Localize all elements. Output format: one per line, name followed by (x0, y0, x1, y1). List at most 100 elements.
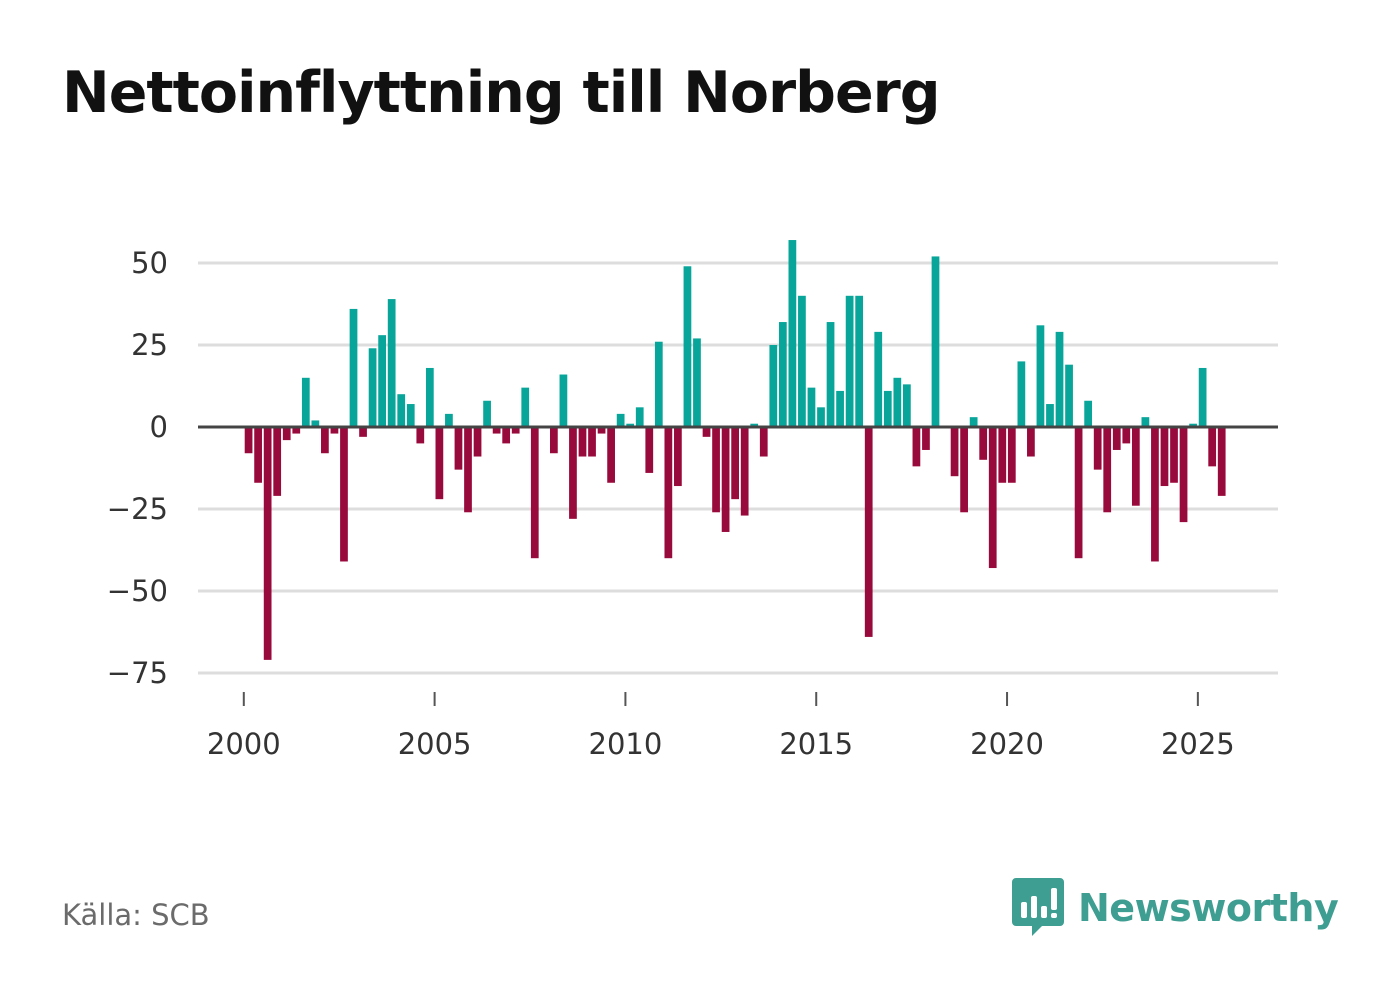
bar (359, 427, 367, 437)
bar (588, 427, 596, 457)
brand-name: Newsworthy (1078, 886, 1339, 930)
bar (664, 427, 673, 559)
bar (521, 387, 530, 427)
bar (1093, 427, 1102, 470)
y-tick-label: −75 (107, 656, 168, 690)
bar (845, 295, 854, 427)
bar (1065, 364, 1073, 427)
bar (635, 407, 644, 427)
bar (1160, 427, 1169, 487)
bar (425, 367, 434, 427)
bar (511, 427, 520, 434)
bar (721, 427, 730, 532)
bar (864, 427, 873, 637)
bar (988, 427, 997, 569)
y-tick-label: −50 (107, 574, 168, 608)
bar (492, 427, 501, 434)
bar (778, 322, 787, 427)
x-tick-label: 2000 (207, 727, 281, 761)
bar (406, 404, 415, 427)
bar (950, 427, 959, 477)
bar (416, 427, 425, 444)
bar (1179, 427, 1188, 523)
bar (645, 427, 654, 473)
bar (321, 427, 329, 454)
bar (922, 427, 930, 450)
source-label: Källa: SCB (62, 898, 210, 932)
bar (683, 266, 692, 427)
bar (263, 427, 272, 660)
bar (912, 427, 921, 467)
bar (731, 427, 740, 500)
bar (693, 338, 701, 427)
bar (1189, 423, 1197, 427)
bar (1151, 427, 1159, 562)
bar (1074, 427, 1083, 559)
bar (301, 377, 310, 427)
bar (1198, 367, 1207, 427)
y-tick-label: 25 (131, 328, 168, 362)
bar (788, 240, 797, 427)
bar (1141, 417, 1150, 427)
bar (626, 423, 635, 427)
bar (1084, 400, 1093, 427)
bar (874, 331, 883, 427)
bar (1208, 427, 1217, 467)
bar (855, 295, 864, 427)
bar (368, 348, 377, 427)
bar (349, 308, 358, 427)
bar (1217, 427, 1226, 496)
bar (702, 427, 711, 437)
bar (464, 427, 472, 513)
bar (1122, 427, 1131, 444)
y-tick-label: 0 (150, 410, 168, 444)
bar (654, 341, 663, 427)
bar (273, 427, 282, 496)
bar (903, 384, 911, 427)
y-tick-label: −25 (107, 492, 168, 526)
x-tick-label: 2005 (398, 727, 472, 761)
bar (1103, 427, 1112, 513)
bar (597, 427, 606, 434)
bar (931, 256, 940, 427)
bar (893, 377, 902, 427)
bar (397, 394, 406, 427)
bar (1007, 427, 1016, 483)
bar (1131, 427, 1140, 506)
bar (883, 390, 892, 427)
newsworthy-logo: Newsworthy (1012, 878, 1339, 938)
bar (244, 427, 253, 454)
bar (502, 427, 511, 444)
x-axis-ticks: 2000 2005 2010 2015 2020 2025 (207, 692, 1235, 761)
y-axis-ticks: 50 25 0 −25 −50 −75 (107, 246, 168, 690)
bar (559, 374, 568, 427)
bar (740, 427, 749, 516)
bar (454, 427, 463, 470)
bar (445, 413, 453, 427)
bar (807, 387, 816, 427)
bar (340, 427, 348, 562)
y-tick-label: 50 (131, 246, 168, 280)
bar (616, 413, 625, 427)
chart-title: Nettoinflyttning till Norberg (62, 60, 941, 126)
bar (254, 427, 262, 483)
bar (826, 322, 835, 427)
bar (769, 345, 778, 427)
bar (998, 427, 1007, 483)
bar (311, 420, 320, 427)
bar (1036, 325, 1045, 427)
bar (378, 335, 386, 427)
bar (674, 427, 682, 487)
bar (1046, 404, 1054, 427)
bar (1170, 427, 1178, 483)
bars (244, 240, 1226, 660)
bar (712, 427, 720, 513)
bar (330, 427, 339, 434)
bar (836, 390, 844, 427)
bar (578, 427, 587, 457)
bar (969, 417, 978, 427)
bar (435, 427, 444, 500)
x-tick-label: 2015 (779, 727, 853, 761)
bar (759, 427, 768, 457)
bar (483, 400, 491, 427)
